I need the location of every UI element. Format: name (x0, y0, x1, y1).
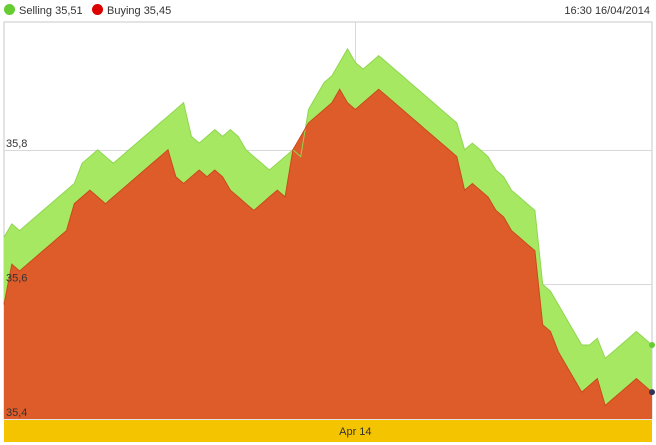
y-tick-label-2: 35,8 (6, 138, 27, 150)
legend-item-selling[interactable]: Selling 35,51 (4, 4, 83, 18)
series-line-buying (3, 88, 653, 407)
series-line-selling (3, 47, 653, 360)
selling-dot-icon (4, 4, 15, 15)
legend-label-selling: Selling 35,51 (19, 5, 83, 17)
buying-dot-icon (92, 4, 103, 15)
legend-label-buying: Buying 35,45 (107, 5, 172, 17)
legend: Selling 35,51 Buying 35,45 16:30 16/04/2… (0, 0, 656, 22)
x-tick-label-0: Apr 14 (339, 426, 371, 438)
legend-item-buying[interactable]: Buying 35,45 (92, 4, 171, 18)
series-end-marker-buying (649, 389, 655, 396)
x-axis-bar (4, 420, 652, 442)
y-tick-label-0: 35,4 (6, 407, 27, 419)
series-end-marker-selling (649, 341, 655, 348)
series-area-buying (4, 89, 652, 420)
y-tick-label-1: 35,6 (6, 272, 27, 284)
timestamp: 16:30 16/04/2014 (564, 5, 650, 17)
